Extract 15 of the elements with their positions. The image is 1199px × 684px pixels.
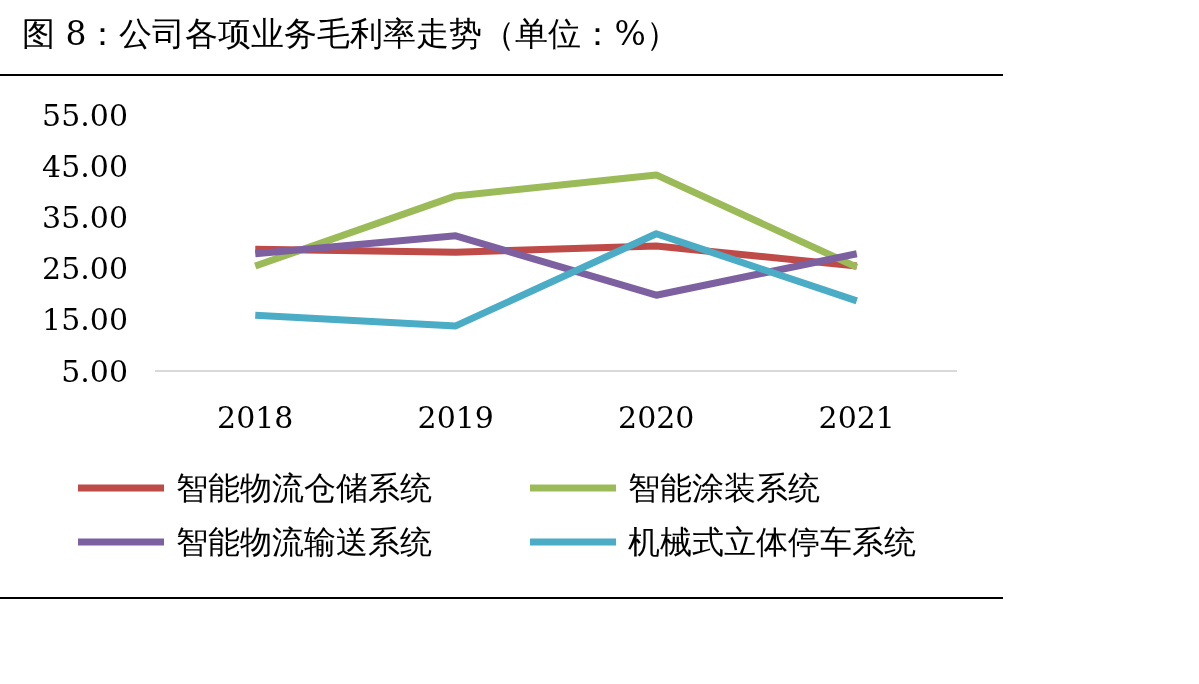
x-tick-label: 2020 [618,400,695,435]
legend-label: 智能物流输送系统 [176,523,432,562]
y-tick-label: 55.00 [42,97,128,133]
y-tick-label: 5.00 [61,353,128,389]
chart-title: 图 8：公司各项业务毛利率走势（单位：%） [22,14,679,53]
y-tick-label: 35.00 [42,199,128,235]
legend-label: 智能物流仓储系统 [176,469,432,508]
x-tick-label: 2018 [217,400,294,435]
y-tick-label: 25.00 [42,251,128,287]
y-tick-label: 45.00 [42,148,128,184]
x-tick-label: 2019 [417,400,494,435]
y-tick-label: 15.00 [42,302,128,338]
x-tick-label: 2021 [818,400,895,435]
legend-label: 机械式立体停车系统 [628,523,916,562]
legend-label: 智能涂装系统 [628,469,820,508]
